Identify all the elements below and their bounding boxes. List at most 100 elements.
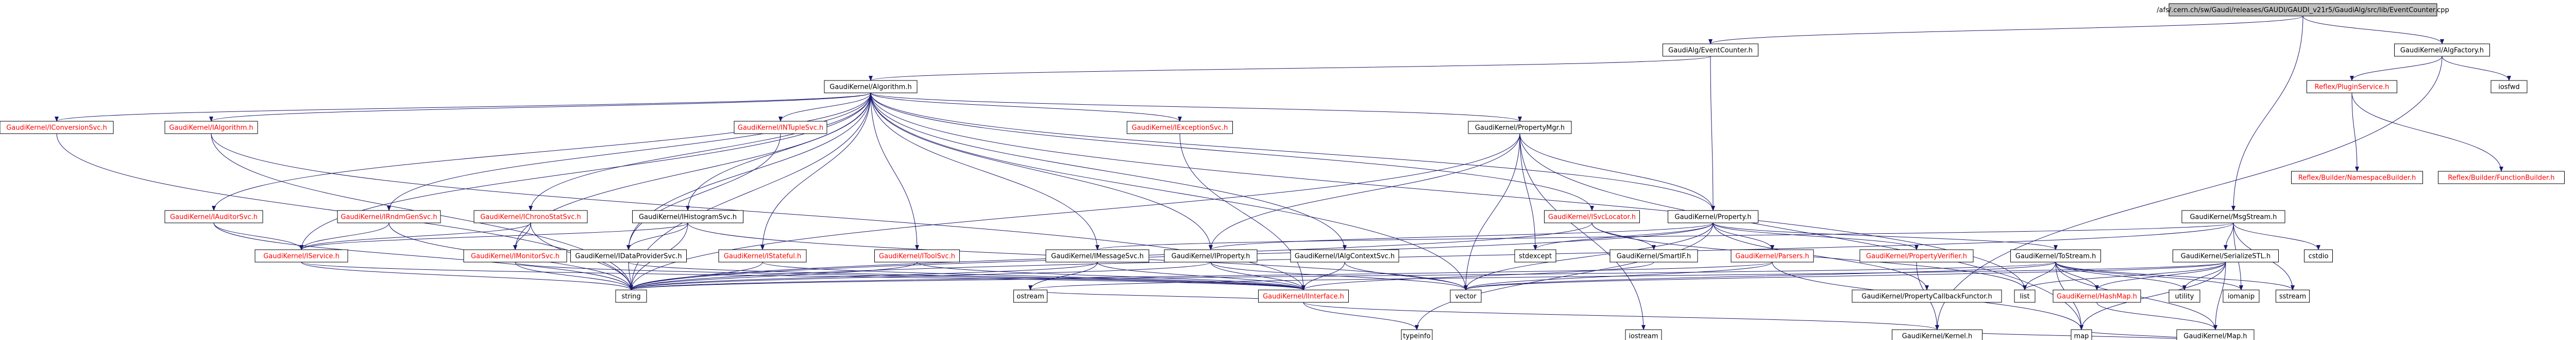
node-ialgorithm[interactable]: GaudiKernel/IAlgorithm.h — [164, 121, 258, 134]
node-utility[interactable]: utility — [2168, 289, 2200, 303]
node-label-string: string — [621, 293, 640, 301]
edge-tostream-to-utility — [2055, 262, 2187, 290]
edge-propertymgr-to-map — [1519, 133, 2083, 330]
node-iproperty[interactable]: GaudiKernel/IProperty.h — [1164, 249, 1258, 263]
node-iostream[interactable]: iostream — [1625, 329, 1662, 340]
node-iconvsvc[interactable]: GaudiKernel/IConversionSvc.h — [0, 121, 114, 134]
node-box-iauditorsvc — [164, 210, 263, 223]
node-ec_h[interactable]: GaudiAlg/EventCounter.h — [1663, 43, 1758, 57]
node-propertymgr[interactable]: GaudiKernel/PropertyMgr.h — [1468, 121, 1572, 134]
edge-idataprovider-to-iinterface — [628, 262, 1306, 290]
node-propcallback[interactable]: GaudiKernel/PropertyCallbackFunctor.h — [1852, 289, 2002, 303]
node-label-imessagesvc: GaudiKernel/IMessageSvc.h — [1051, 253, 1144, 261]
node-parsers[interactable]: GaudiKernel/Parsers.h — [1731, 249, 1814, 263]
edge-ec_h-to-property — [1710, 56, 1715, 211]
node-iinterface[interactable]: GaudiKernel/IInterface.h — [1258, 289, 1349, 303]
node-sstream[interactable]: sstream — [2276, 289, 2310, 303]
edge-iauditorsvc-to-iservice — [213, 222, 303, 250]
node-typeinfo[interactable]: typeinfo — [1401, 329, 1433, 340]
edge-algfactory-to-iosfwd — [2442, 56, 2511, 81]
edge-itoolsvc-to-iinterface — [917, 262, 1306, 290]
node-box-propverifier — [1859, 249, 1974, 263]
edge-serializestl-to-map — [2079, 262, 2226, 330]
node-hashmap[interactable]: GaudiKernel/HashMap.h — [2053, 289, 2141, 303]
node-itoolsvc[interactable]: GaudiKernel/IToolSvc.h — [874, 249, 960, 263]
edge-ichronostat-to-imonitorsvc — [513, 222, 531, 250]
node-label-algfactory: GaudiKernel/AlgFactory.h — [2400, 47, 2484, 55]
edge-algorithm-to-iconvsvc — [55, 92, 871, 122]
node-box-algorithm — [824, 80, 918, 93]
node-layer: /afs/.cern.ch/sw/Gaudi/releases/GAUDI/GA… — [0, 3, 2565, 340]
node-nsbuilder[interactable]: Reflex/Builder/NamespaceBuilder.h — [2291, 171, 2423, 184]
edge-propertymgr-to-vector — [1464, 133, 1520, 290]
edge-serializestl-to-list — [2023, 262, 2226, 290]
node-imessagesvc[interactable]: GaudiKernel/IMessageSvc.h — [1045, 249, 1149, 263]
node-box-algfactory — [2394, 43, 2490, 57]
edge-pluginservice-to-nsbuilder — [2351, 92, 2359, 172]
edge-tostream-to-string — [629, 262, 2056, 290]
node-irndmgensvc[interactable]: GaudiKernel/IRndmGenSvc.h — [337, 210, 441, 223]
node-map[interactable]: map — [2071, 329, 2092, 340]
node-ichronostat[interactable]: GaudiKernel/IChronoStatSvc.h — [473, 210, 588, 223]
node-box-property — [1668, 210, 1758, 223]
node-label-ialgcontext: GaudiKernel/IAlgContextSvc.h — [1295, 253, 1395, 261]
node-iservice[interactable]: GaudiKernel/IService.h — [255, 249, 348, 263]
node-label-parsers: GaudiKernel/Parsers.h — [1735, 253, 1809, 261]
edge-algorithm-to-ialgcontext — [870, 92, 1347, 250]
node-msgstream[interactable]: GaudiKernel/MsgStream.h — [2181, 210, 2285, 223]
node-iosfwd[interactable]: iosfwd — [2490, 80, 2528, 93]
node-list[interactable]: list — [2014, 289, 2036, 303]
node-fnbuilder[interactable]: Reflex/Builder/FunctionBuilder.h — [2438, 171, 2565, 184]
edge-ialgcontext-to-vector — [1344, 262, 1468, 290]
node-istateful[interactable]: GaudiKernel/IStateful.h — [718, 249, 807, 263]
node-gkmap[interactable]: GaudiKernel/Map.h — [2176, 329, 2255, 340]
edge-serializestl-to-utility — [2182, 262, 2226, 290]
edge-algorithm-to-vector — [870, 92, 1468, 290]
node-box-root — [2168, 3, 2437, 17]
node-serializestl[interactable]: GaudiKernel/SerializeSTL.h — [2173, 249, 2279, 263]
node-property[interactable]: GaudiKernel/Property.h — [1668, 210, 1758, 223]
node-label-map: map — [2074, 333, 2089, 340]
node-kernel[interactable]: GaudiKernel/Kernel.h — [1892, 329, 1982, 340]
node-pluginservice[interactable]: Reflex/PluginService.h — [2307, 80, 2397, 93]
node-ostream[interactable]: ostream — [1013, 289, 1047, 303]
node-histogramsvc[interactable]: GaudiKernel/IHistogramSvc.h — [632, 210, 743, 223]
edge-algorithm-to-iproperty — [870, 92, 1213, 250]
node-imonitorsvc[interactable]: GaudiKernel/IMonitorSvc.h — [463, 249, 567, 263]
node-smartif[interactable]: GaudiKernel/SmartIF.h — [1609, 249, 1698, 263]
edge-ec_h-to-algorithm — [869, 56, 1711, 81]
node-iomanip[interactable]: iomanip — [2223, 289, 2260, 303]
node-string[interactable]: string — [615, 289, 647, 303]
node-algfactory[interactable]: GaudiKernel/AlgFactory.h — [2394, 43, 2490, 57]
node-stdexcept[interactable]: stdexcept — [1514, 249, 1556, 263]
node-propverifier[interactable]: GaudiKernel/PropertyVerifier.h — [1859, 249, 1974, 263]
node-vector[interactable]: vector — [1450, 289, 1482, 303]
node-ialgcontext[interactable]: GaudiKernel/IAlgContextSvc.h — [1290, 249, 1399, 263]
node-box-isvclocator — [1544, 210, 1640, 223]
node-box-ostream — [1013, 289, 1047, 303]
node-label-kernel: GaudiKernel/Kernel.h — [1902, 333, 1973, 340]
node-idataprovider[interactable]: GaudiKernel/IDataProviderSvc.h — [570, 249, 687, 263]
node-box-istateful — [718, 249, 807, 263]
node-label-utility: utility — [2175, 293, 2194, 301]
node-isvclocator[interactable]: GaudiKernel/ISvcLocator.h — [1544, 210, 1640, 223]
edge-iauditorsvc-to-string — [213, 222, 633, 290]
node-intuplesvc[interactable]: GaudiKernel/INTupleSvc.h — [734, 121, 827, 134]
node-box-string — [615, 289, 647, 303]
node-tostream[interactable]: GaudiKernel/ToStream.h — [2010, 249, 2101, 263]
node-box-propcallback — [1852, 289, 2002, 303]
node-iexceptionsvc[interactable]: GaudiKernel/IExceptionSvc.h — [1127, 121, 1233, 134]
node-label-nsbuilder: Reflex/Builder/NamespaceBuilder.h — [2298, 174, 2416, 182]
edge-property-to-parsers — [1713, 222, 1774, 250]
node-iauditorsvc[interactable]: GaudiKernel/IAuditorSvc.h — [164, 210, 263, 223]
node-cstdio[interactable]: cstdio — [2304, 249, 2333, 263]
node-label-propcallback: GaudiKernel/PropertyCallbackFunctor.h — [1861, 293, 1992, 301]
edge-algorithm-to-itoolsvc — [870, 92, 919, 250]
edge-algorithm-to-propertymgr — [870, 92, 1522, 122]
node-label-ostream: ostream — [1016, 293, 1044, 301]
node-box-histogramsvc — [632, 210, 743, 223]
node-algorithm[interactable]: GaudiKernel/Algorithm.h — [824, 80, 918, 93]
node-label-pluginservice: Reflex/PluginService.h — [2315, 84, 2389, 91]
edge-imonitorsvc-to-string — [515, 262, 633, 290]
node-box-ialgcontext — [1290, 249, 1399, 263]
